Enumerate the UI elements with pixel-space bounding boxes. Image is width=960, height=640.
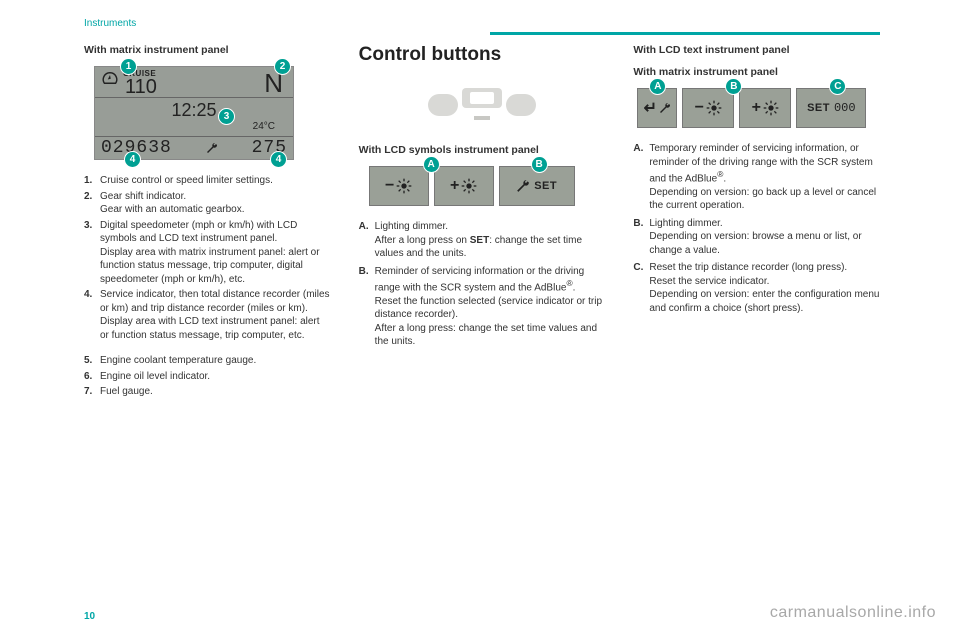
list-item: 1.Cruise control or speed limiter settin… bbox=[84, 174, 331, 188]
cruise-value: 110 bbox=[125, 78, 157, 96]
list-item: A.Temporary reminder of servicing inform… bbox=[633, 142, 880, 213]
callout-badge-4b: 4 bbox=[270, 151, 287, 168]
matrix-panel-figure: CRUISE 110 N 12:25 24°C 029638 275 bbox=[84, 66, 304, 160]
list-item: 6.Engine oil level indicator. bbox=[84, 370, 331, 384]
list-item: 7.Fuel gauge. bbox=[84, 385, 331, 399]
temp-value: 24°C bbox=[95, 121, 293, 134]
control-buttons-icon bbox=[422, 82, 542, 128]
lcd-symbols-buttons: A B − + SET bbox=[369, 166, 606, 206]
col2-subhead: With LCD symbols instrument panel bbox=[359, 144, 606, 156]
dimmer-minus-button: − bbox=[682, 88, 734, 128]
set-000-button: SET 000 bbox=[796, 88, 866, 128]
dimmer-plus-button: + bbox=[434, 166, 494, 206]
list-item: 3.Digital speedometer (mph or km/h) with… bbox=[84, 219, 331, 287]
clock-value: 12:25 bbox=[171, 100, 216, 120]
panel-screen: CRUISE 110 N 12:25 24°C 029638 275 bbox=[94, 66, 294, 160]
column-1: With matrix instrument panel CRUISE 110 … bbox=[84, 44, 331, 401]
back-arrow-icon: ↵ bbox=[644, 98, 657, 118]
list-item: A. Lighting dimmer.After a long press on… bbox=[359, 220, 606, 261]
list-item: 2.Gear shift indicator.Gear with an auto… bbox=[84, 190, 331, 217]
list-item: B.Lighting dimmer.Depending on version: … bbox=[633, 217, 880, 258]
list-item: 5.Engine coolant temperature gauge. bbox=[84, 354, 331, 368]
page-number: 10 bbox=[84, 611, 95, 622]
minus-icon: − bbox=[695, 99, 704, 117]
callout-badge-B: B bbox=[531, 156, 548, 173]
col1-list-2: 5.Engine coolant temperature gauge. 6.En… bbox=[84, 354, 331, 399]
list-item: C.Reset the trip distance recorder (long… bbox=[633, 261, 880, 315]
list-item: B. Reminder of servicing information or … bbox=[359, 265, 606, 349]
sun-icon bbox=[763, 100, 779, 116]
callout-badge-2: 2 bbox=[274, 58, 291, 75]
column-2: Control buttons With LCD symbols instrum… bbox=[359, 44, 606, 401]
plus-icon: + bbox=[752, 99, 761, 117]
speedometer-icon bbox=[101, 69, 119, 87]
callout-badge-A: A bbox=[423, 156, 440, 173]
wrench-icon bbox=[206, 142, 218, 154]
control-buttons-heading: Control buttons bbox=[359, 44, 606, 66]
col2-list: A. Lighting dimmer.After a long press on… bbox=[359, 220, 606, 349]
sun-icon bbox=[396, 178, 412, 194]
zeros-label: 000 bbox=[834, 101, 856, 115]
wrench-icon bbox=[659, 102, 671, 114]
dimmer-plus-button: + bbox=[739, 88, 791, 128]
lcd-text-matrix-buttons: A B C ↵ − + SET 000 bbox=[637, 88, 880, 128]
set-label: SET bbox=[807, 102, 830, 114]
watermark: carmanualsonline.info bbox=[770, 604, 936, 622]
column-3: With LCD text instrument panel With matr… bbox=[633, 44, 880, 401]
sun-icon bbox=[706, 100, 722, 116]
minus-icon: − bbox=[385, 177, 394, 195]
set-label: SET bbox=[534, 180, 557, 192]
callout-badge-4a: 4 bbox=[124, 151, 141, 168]
callout-badge-3: 3 bbox=[218, 108, 235, 125]
list-item: 4.Service indicator, then total distance… bbox=[84, 288, 331, 342]
col3-list: A.Temporary reminder of servicing inform… bbox=[633, 142, 880, 315]
header-rule bbox=[490, 32, 880, 35]
col1-subhead: With matrix instrument panel bbox=[84, 44, 331, 56]
wrench-icon bbox=[516, 179, 530, 193]
col1-list: 1.Cruise control or speed limiter settin… bbox=[84, 174, 331, 342]
dimmer-minus-button: − bbox=[369, 166, 429, 206]
plus-icon: + bbox=[450, 177, 459, 195]
section-header: Instruments bbox=[84, 18, 136, 29]
col3-subhead-2: With matrix instrument panel bbox=[633, 66, 880, 78]
sun-icon bbox=[461, 178, 477, 194]
callout-badge-1: 1 bbox=[120, 58, 137, 75]
col3-subhead-1: With LCD text instrument panel bbox=[633, 44, 880, 56]
